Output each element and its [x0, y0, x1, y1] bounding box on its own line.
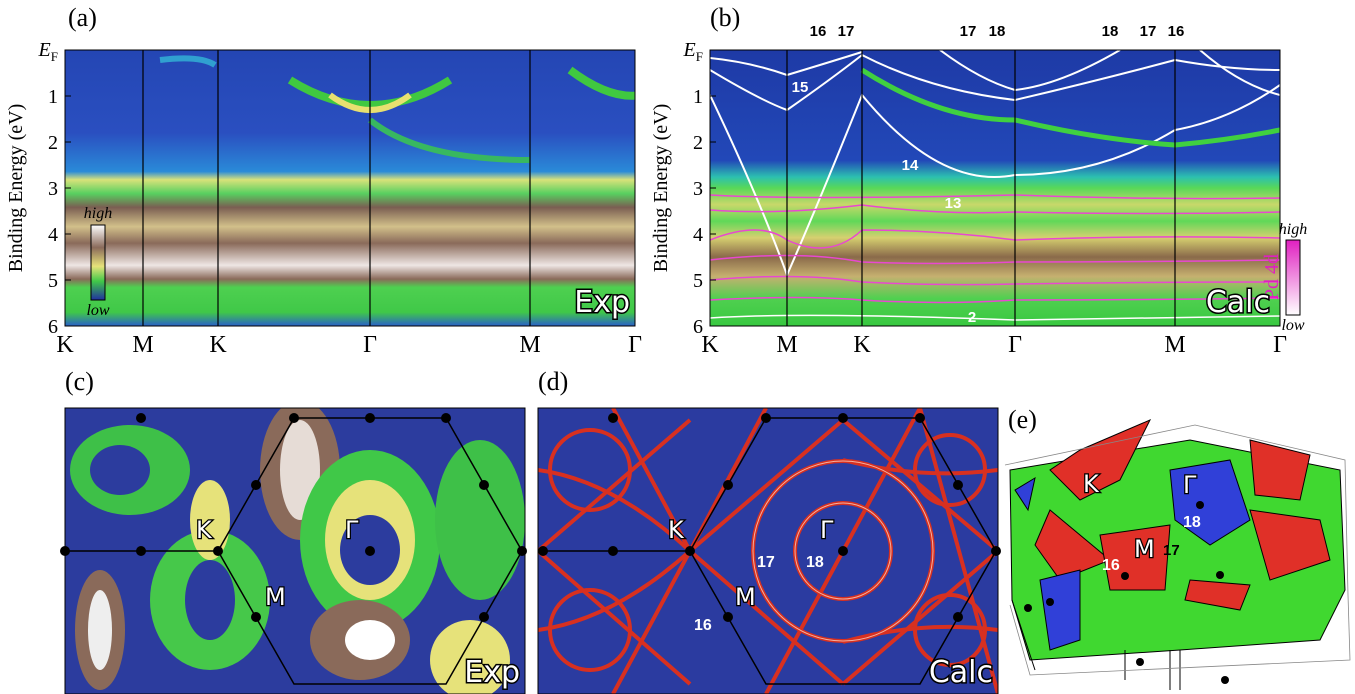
band-index: 17	[838, 23, 855, 40]
band-index: 13	[945, 195, 962, 212]
point-label: Γ	[820, 516, 834, 544]
panel-e: (e) K Γ M 18 17 16	[1005, 405, 1350, 690]
point-label: K	[668, 516, 685, 544]
x-tick-label: K	[701, 332, 719, 358]
panel-c: (c) K Γ M Exp	[60, 367, 527, 694]
panel-label: (b)	[710, 3, 740, 32]
point-label: M	[265, 583, 286, 611]
y-tick-label: 2	[48, 132, 58, 154]
panel-b: high low Pd 4d (b) Calc EF Binding Energ…	[650, 3, 1307, 334]
x-tick-label: K	[853, 332, 871, 358]
y-tick-label: 2	[693, 132, 703, 154]
band-index: 16	[810, 23, 827, 40]
x-tick-label: Γ	[1008, 332, 1022, 358]
point-label: K	[1083, 470, 1100, 498]
y-tick-label: 3	[48, 178, 58, 200]
x-tick-label: M	[776, 332, 797, 358]
figure: high low (a) Exp EF Binding Energy (eV) …	[0, 0, 1355, 694]
tag: Calc	[929, 655, 993, 690]
panel-label: (a)	[68, 3, 97, 32]
x-tick-label: M	[1164, 332, 1185, 358]
point-label: K	[196, 516, 213, 544]
panel-label: (c)	[65, 367, 94, 396]
fermi-main: E	[38, 39, 51, 61]
y-label: Binding Energy (eV)	[5, 104, 27, 273]
fermi-sub: F	[696, 49, 703, 64]
sheet-label: 17	[1163, 542, 1180, 559]
colorbar	[1286, 240, 1300, 315]
y-tick-label: 1	[48, 86, 58, 108]
sheet-label: 18	[1183, 514, 1201, 531]
tag: Exp	[464, 655, 520, 690]
colorbar	[91, 225, 105, 300]
band-index: 2	[968, 309, 976, 326]
fermi-sub: F	[51, 49, 58, 64]
band-index: 15	[792, 79, 809, 96]
x-tick-label: K	[56, 332, 74, 358]
intensity-map	[65, 50, 635, 326]
fermi-label: EF	[683, 39, 703, 64]
legend-high: high	[1279, 221, 1307, 238]
y-tick-label: 5	[48, 270, 58, 292]
point-label: M	[1134, 535, 1155, 563]
y-label: Binding Energy (eV)	[650, 104, 672, 273]
x-tick-label: M	[132, 332, 153, 358]
band-index: 17	[960, 23, 977, 40]
x-tick-label: M	[519, 332, 540, 358]
x-tick-label: Γ	[363, 332, 377, 358]
x-tick-label: K	[209, 332, 227, 358]
panel-label: (d)	[538, 367, 568, 396]
x-tick-label: Γ	[1273, 332, 1287, 358]
tag: Exp	[574, 285, 630, 320]
band-index: 18	[989, 23, 1006, 40]
panel-label: (e)	[1008, 405, 1037, 434]
sheet-label: 18	[806, 554, 824, 571]
panel-d: (d) K Γ M 17 18 16 Calc	[538, 367, 1001, 694]
tag: Calc	[1206, 285, 1270, 320]
band-index: 17	[1140, 23, 1157, 40]
band-index: 18	[1102, 23, 1119, 40]
band-index: 16	[1168, 23, 1185, 40]
sheet-label: 16	[694, 617, 712, 634]
point-label: Γ	[1183, 471, 1197, 499]
fermi-main: E	[683, 39, 696, 61]
point-label: M	[735, 583, 756, 611]
x-tick-label: Γ	[628, 332, 642, 358]
y-tick-label: 4	[48, 224, 58, 246]
legend-high: high	[84, 205, 112, 222]
fermi-label: EF	[38, 39, 58, 64]
y-tick-label: 1	[693, 86, 703, 108]
sheet-label: 17	[757, 554, 775, 571]
band-index: 14	[902, 157, 919, 174]
y-tick-label: 3	[693, 178, 703, 200]
sheet-label: 16	[1102, 557, 1120, 574]
y-tick-label: 5	[693, 270, 703, 292]
legend-low: low	[86, 302, 109, 319]
y-tick-label: 4	[693, 224, 703, 246]
panel-a: high low (a) Exp EF Binding Energy (eV)	[5, 3, 640, 326]
point-label: Γ	[345, 516, 359, 544]
